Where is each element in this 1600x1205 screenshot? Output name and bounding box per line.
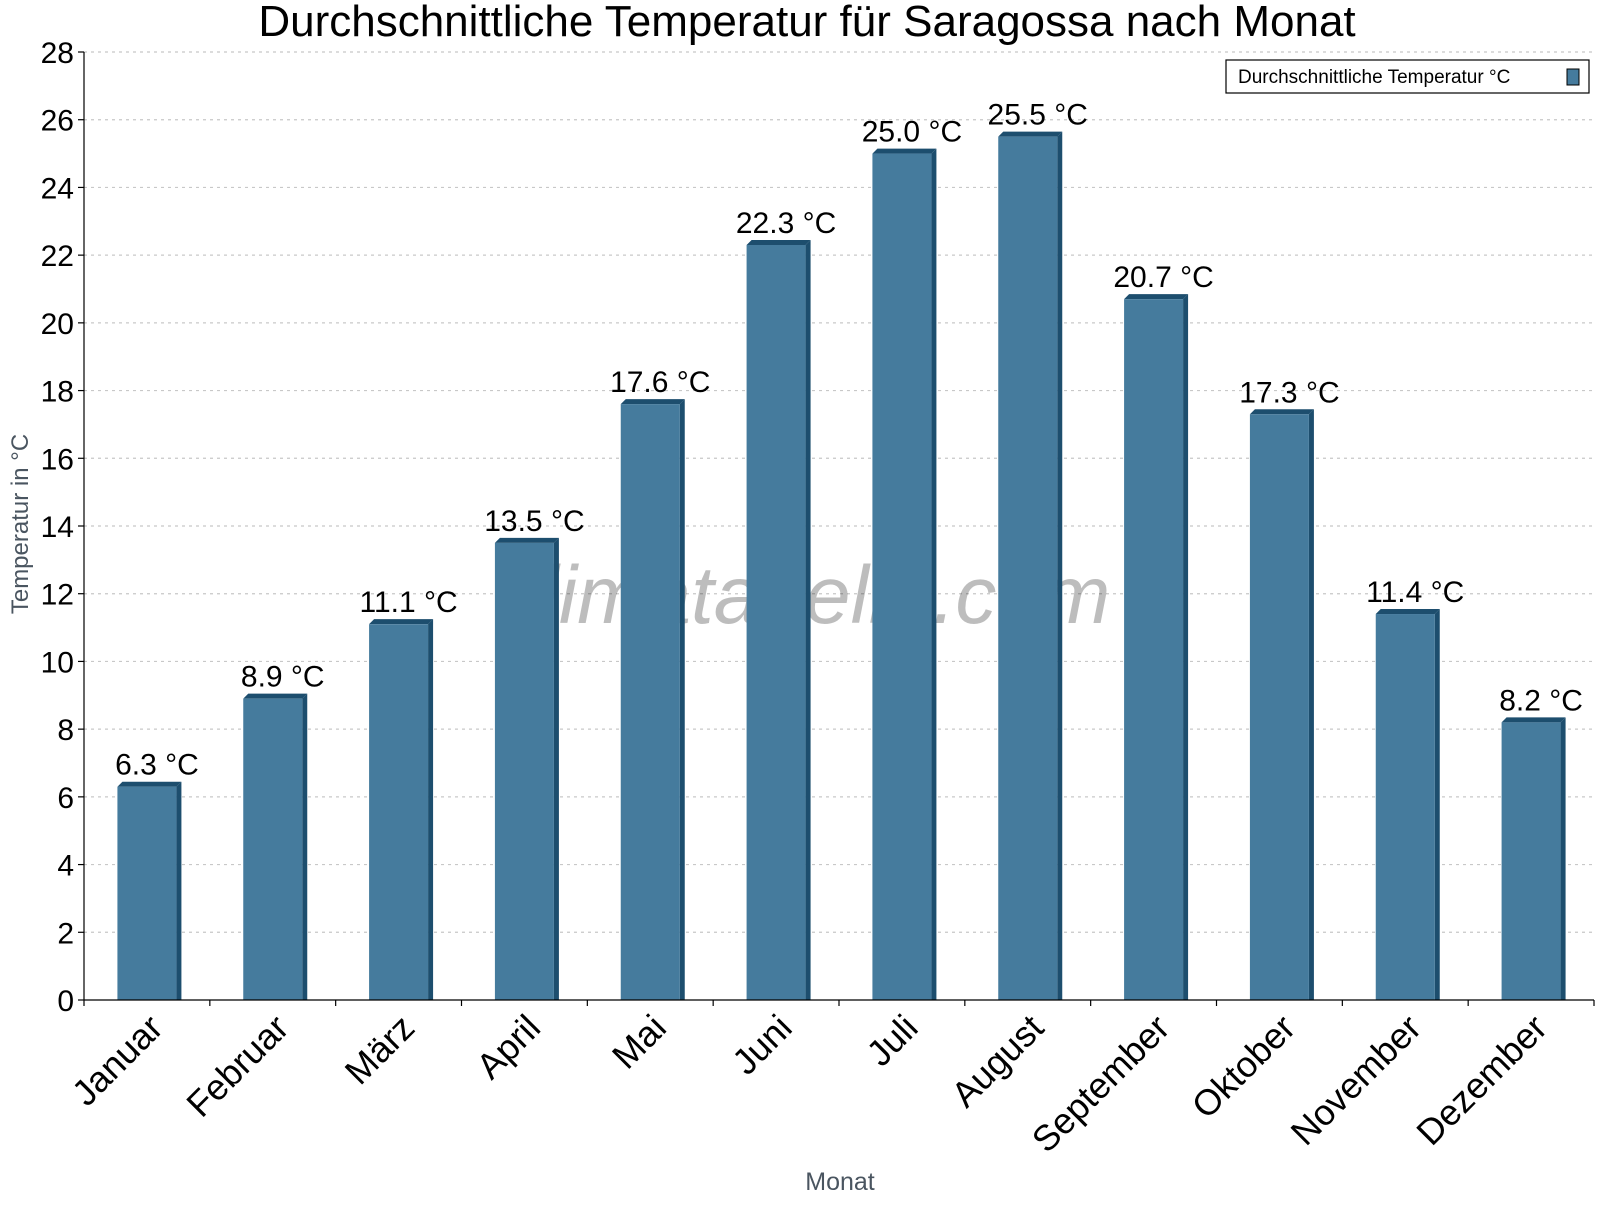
bar-side	[931, 148, 937, 1001]
bar-top	[369, 619, 434, 625]
x-tick-label: Februar	[178, 1007, 296, 1125]
bar	[243, 698, 303, 1000]
bar-top	[117, 781, 182, 787]
data-label: 20.7 °C	[1113, 261, 1213, 294]
data-label: 22.3 °C	[736, 207, 836, 240]
bar	[1124, 299, 1184, 1001]
bar-side	[428, 619, 434, 1000]
chart-title: Durchschnittliche Temperatur für Saragos…	[258, 0, 1355, 46]
y-tick-label: 10	[41, 646, 74, 679]
bar-top	[243, 693, 308, 699]
y-tick-label: 16	[41, 443, 74, 476]
bar	[369, 624, 429, 1000]
data-label: 17.6 °C	[610, 366, 710, 399]
y-tick-label: 26	[41, 105, 74, 138]
x-tick-label: Juni	[724, 1007, 800, 1083]
y-tick-label: 6	[57, 782, 74, 815]
x-tick-label: Januar	[64, 1007, 171, 1114]
y-tick-label: 22	[41, 240, 74, 273]
y-axis-label: Temperatur in °C	[7, 434, 34, 614]
bar-top	[746, 239, 811, 245]
bar	[1375, 614, 1435, 1000]
x-axis-label: Monat	[805, 1168, 875, 1196]
bar	[998, 136, 1058, 1001]
x-tick-label: September	[1024, 1007, 1178, 1161]
data-label: 6.3 °C	[115, 749, 199, 782]
bar-side	[1434, 609, 1440, 1000]
bar	[746, 244, 806, 1000]
bar-side	[1183, 294, 1189, 1001]
y-tick-label: 12	[41, 579, 74, 612]
bar-top	[1501, 717, 1566, 723]
y-tick-label: 8	[57, 714, 74, 747]
y-tick-label: 4	[57, 850, 74, 883]
data-label: 8.9 °C	[241, 661, 325, 694]
bar-side	[1308, 409, 1314, 1000]
bar-top	[1124, 294, 1189, 300]
y-tick-label: 28	[41, 37, 74, 70]
bar-top	[620, 399, 685, 405]
bar-top	[494, 537, 559, 543]
bar-top	[998, 131, 1063, 137]
data-label: 25.0 °C	[862, 116, 962, 149]
x-tick-label: Juli	[858, 1007, 925, 1074]
data-label: 11.4 °C	[1366, 576, 1464, 609]
bar	[620, 404, 680, 1001]
bar	[1249, 414, 1309, 1000]
data-labels: 6.3 °C 8.9 °C 11.1 °C 13.5 °C 17.6 °C 22.3 °C…	[115, 99, 1583, 782]
x-tick-label: August	[943, 1007, 1051, 1115]
bar-top	[872, 148, 937, 154]
bar-top	[1249, 409, 1314, 415]
bar-side	[805, 239, 811, 1000]
bar-side	[679, 399, 685, 1001]
y-tick-label: 24	[41, 172, 74, 205]
bar	[117, 786, 177, 1000]
bar-top	[1375, 609, 1440, 615]
bar	[1501, 722, 1561, 1000]
bar-side	[1057, 131, 1063, 1001]
y-tick-label: 18	[41, 376, 74, 409]
data-label: 8.2 °C	[1499, 684, 1583, 717]
y-tick-label: 14	[41, 511, 74, 544]
x-tick-label: April	[468, 1007, 548, 1087]
bar	[872, 153, 932, 1001]
bar-side	[1560, 717, 1566, 1000]
data-label: 13.5 °C	[484, 505, 584, 538]
x-tick-label: Oktober	[1184, 1007, 1304, 1127]
legend-label: Durchschnittliche Temperatur °C	[1238, 67, 1510, 88]
bar-side	[176, 781, 182, 1000]
y-tick-label: 2	[57, 917, 74, 950]
x-tick-label: Dezember	[1408, 1007, 1554, 1153]
bar-side	[553, 537, 559, 1000]
data-label: 17.3 °C	[1239, 376, 1339, 409]
bar-side	[302, 693, 308, 1000]
bars	[117, 131, 1566, 1001]
x-tick-label: November	[1282, 1007, 1428, 1153]
x-tick-label: Mai	[604, 1007, 674, 1077]
y-tick-label: 20	[41, 308, 74, 341]
legend-swatch	[1566, 68, 1580, 86]
x-tick-label: März	[337, 1007, 423, 1093]
y-tick-label: 0	[57, 985, 74, 1018]
legend-box	[1225, 59, 1590, 94]
data-label: 11.1 °C	[359, 586, 457, 619]
data-label: 25.5 °C	[988, 99, 1088, 132]
bar	[494, 542, 554, 1000]
grid-lines	[84, 51, 1594, 933]
legend: Durchschnittliche Temperatur °C	[1225, 59, 1590, 94]
